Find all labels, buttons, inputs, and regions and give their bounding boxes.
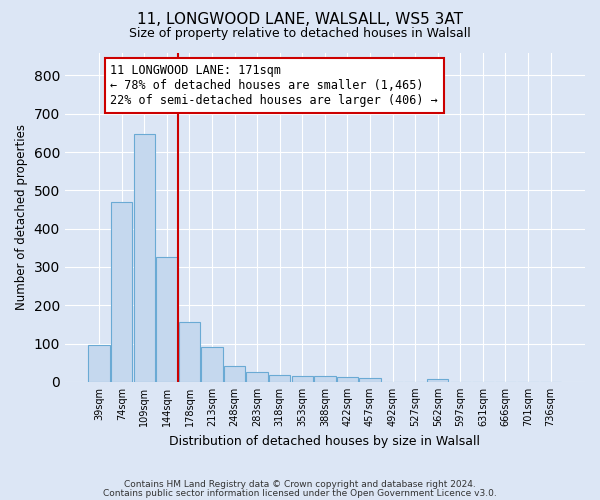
Bar [337,377,358,382]
Text: Size of property relative to detached houses in Walsall: Size of property relative to detached ho… [129,28,471,40]
Text: 11 LONGWOOD LANE: 171sqm
← 78% of detached houses are smaller (1,465)
22% of sem: 11 LONGWOOD LANE: 171sqm ← 78% of detach… [110,64,438,107]
Bar [134,134,155,382]
Y-axis label: Number of detached properties: Number of detached properties [15,124,28,310]
Bar [179,322,200,382]
X-axis label: Distribution of detached houses by size in Walsall: Distribution of detached houses by size … [169,434,481,448]
Bar [156,258,178,382]
Bar [359,378,381,382]
Bar [224,366,245,382]
Text: Contains public sector information licensed under the Open Government Licence v3: Contains public sector information licen… [103,488,497,498]
Text: 11, LONGWOOD LANE, WALSALL, WS5 3AT: 11, LONGWOOD LANE, WALSALL, WS5 3AT [137,12,463,28]
Bar [269,376,290,382]
Bar [88,346,110,382]
Text: Contains HM Land Registry data © Crown copyright and database right 2024.: Contains HM Land Registry data © Crown c… [124,480,476,489]
Bar [427,379,448,382]
Bar [111,202,133,382]
Bar [314,376,335,382]
Bar [202,347,223,382]
Bar [292,376,313,382]
Bar [247,372,268,382]
